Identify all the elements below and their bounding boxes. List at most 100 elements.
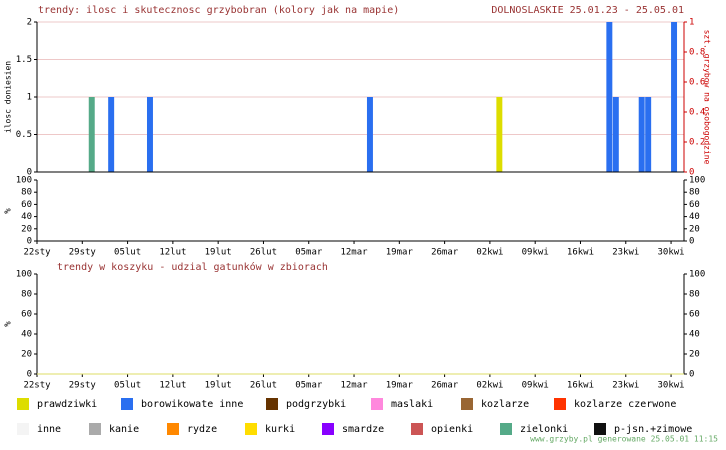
y-tick-label: 100	[16, 270, 32, 280]
legend-label: borowikowate inne	[141, 399, 243, 410]
legend-label: podgrzybki	[286, 399, 346, 410]
y-tick-label: 40	[21, 212, 32, 222]
bar	[366, 97, 373, 172]
y-tick-label: 0.5	[16, 130, 32, 140]
x-tick-label: 05lut	[114, 248, 141, 258]
legend-label: kurki	[265, 424, 295, 435]
chart-subtitle: DOLNOSLASKIE 25.01.23 - 25.05.01	[491, 5, 684, 16]
bar	[606, 22, 613, 172]
bar	[645, 97, 652, 172]
y-tick-label: 20	[21, 350, 32, 360]
legend-label: zielonki	[520, 424, 568, 435]
x-tick-label: 26lut	[250, 248, 277, 258]
legend-label: maslaki	[391, 399, 433, 410]
y2-axis-label: szt. grzybow na osobogodzine	[703, 30, 712, 165]
chart-title: trendy: ilosc i skutecznosc grzybobran (…	[38, 5, 399, 16]
y-axis-label: %	[4, 321, 14, 327]
y-tick-label: 100	[16, 176, 32, 186]
x-tick-label: 09kwi	[522, 381, 549, 391]
footer: www.grzyby.pl generowane 25.05.01 11:15	[530, 435, 718, 444]
x-tick-label: 26mar	[431, 248, 459, 258]
legend-swatch	[411, 423, 423, 435]
x-tick-label: 26mar	[431, 381, 459, 391]
x-tick-label: 22sty	[23, 381, 51, 391]
x-tick-label: 16kwi	[567, 381, 594, 391]
y2-tick-label: 0	[689, 237, 694, 247]
y2-tick-label: 0.8	[689, 48, 705, 58]
y2-tick-label: 40	[689, 212, 700, 222]
bar	[638, 97, 645, 172]
bar	[612, 97, 619, 172]
y2-tick-label: 100	[689, 176, 705, 186]
y-axis-label: %	[4, 208, 14, 214]
legend-swatch	[17, 423, 29, 435]
x-tick-label: 16kwi	[567, 248, 594, 258]
y-tick-label: 2	[27, 18, 32, 28]
legend-label: kozlarze czerwone	[574, 399, 676, 410]
legend-swatch	[371, 398, 383, 410]
legend-swatch	[17, 398, 29, 410]
x-tick-label: 09kwi	[522, 248, 549, 258]
legend-swatch	[121, 398, 133, 410]
legend-label: opienki	[431, 424, 473, 435]
y2-tick-label: 20	[689, 224, 700, 234]
legend-label: inne	[37, 424, 61, 435]
x-tick-label: 12mar	[340, 381, 368, 391]
y2-tick-label: 0.4	[689, 108, 705, 118]
y2-tick-label: 0	[689, 370, 694, 380]
legend-swatch	[245, 423, 257, 435]
legend-label: rydze	[187, 424, 217, 435]
legend-label: kanie	[109, 424, 139, 435]
legend-swatch	[554, 398, 566, 410]
y2-tick-label: 20	[689, 350, 700, 360]
y-tick-label: 1.5	[16, 55, 32, 65]
y2-tick-label: 60	[689, 310, 700, 320]
y-tick-label: 0	[27, 370, 32, 380]
x-tick-label: 12mar	[340, 248, 368, 258]
y2-tick-label: 100	[689, 270, 705, 280]
y-tick-label: 60	[21, 310, 32, 320]
y-tick-label: 0	[27, 168, 32, 178]
y2-tick-label: 40	[689, 330, 700, 340]
legend-swatch	[500, 423, 512, 435]
legend-label: p-jsn.+zimowe	[614, 424, 692, 435]
legend-label: smardze	[342, 424, 384, 435]
x-tick-label: 02kwi	[476, 381, 503, 391]
x-tick-label: 19mar	[386, 248, 414, 258]
y-tick-label: 1	[27, 93, 32, 103]
legend-label: prawdziwki	[37, 399, 97, 410]
y2-tick-label: 1	[689, 18, 694, 28]
x-tick-label: 22sty	[23, 248, 51, 258]
y-tick-label: 60	[21, 200, 32, 210]
bar	[146, 97, 153, 172]
legend-swatch	[594, 423, 606, 435]
x-tick-label: 12lut	[159, 381, 186, 391]
y2-tick-label: 0.6	[689, 78, 705, 88]
x-tick-label: 19lut	[205, 248, 232, 258]
x-tick-label: 29sty	[69, 381, 97, 391]
bar	[496, 97, 503, 172]
x-tick-label: 12lut	[159, 248, 186, 258]
x-tick-label: 19mar	[386, 381, 414, 391]
y2-tick-label: 80	[689, 188, 700, 198]
x-tick-label: 02kwi	[476, 248, 503, 258]
legend-swatch	[89, 423, 101, 435]
y-tick-label: 20	[21, 224, 32, 234]
legend-swatch	[322, 423, 334, 435]
x-tick-label: 05mar	[295, 248, 323, 258]
y-tick-label: 80	[21, 290, 32, 300]
x-tick-label: 26lut	[250, 381, 277, 391]
x-tick-label: 19lut	[205, 381, 232, 391]
bar	[88, 97, 95, 172]
y-tick-label: 40	[21, 330, 32, 340]
y-axis-label: ilosc doniesien	[4, 61, 13, 133]
y-tick-label: 80	[21, 188, 32, 198]
y-tick-label: 0	[27, 237, 32, 247]
legend-label: kozlarze	[481, 399, 529, 410]
x-tick-label: 23kwi	[612, 381, 639, 391]
legend-swatch	[266, 398, 278, 410]
legend-swatch	[167, 423, 179, 435]
x-tick-label: 05lut	[114, 381, 141, 391]
